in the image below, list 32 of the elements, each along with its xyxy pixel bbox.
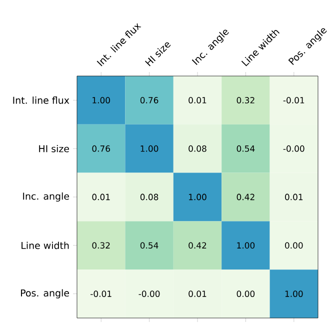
data-label: 0.01 <box>92 194 110 200</box>
y-tick-label: Inc. angle <box>23 192 69 202</box>
data-label: 0.76 <box>92 145 110 152</box>
x-tick-label: HI size <box>144 42 171 66</box>
data-label: 0.42 <box>236 194 254 200</box>
data-label: 0.32 <box>92 242 110 249</box>
data-label: 0.54 <box>140 242 158 249</box>
data-label: 0.32 <box>236 97 254 104</box>
data-label: 0.76 <box>140 97 158 104</box>
data-label: 1.00 <box>285 290 303 298</box>
data-label: -0.00 <box>138 290 160 298</box>
data-label: -0.01 <box>283 97 304 104</box>
data-label: 0.01 <box>188 290 206 298</box>
data-label: 0.08 <box>140 194 158 200</box>
data-label: 1.00 <box>189 194 206 200</box>
data-label: 0.08 <box>188 145 206 152</box>
data-label: 0.42 <box>188 242 206 249</box>
data-label: 0.00 <box>285 242 303 249</box>
x-tick-label: Int. line flux <box>96 23 142 66</box>
data-label: 1.00 <box>92 97 110 104</box>
data-label: 0.00 <box>236 290 255 298</box>
y-tick-label: Int. line flux <box>13 96 70 104</box>
data-label: -0.01 <box>90 290 112 298</box>
data-label: 0.01 <box>188 97 206 104</box>
data-label: 0.54 <box>236 145 255 152</box>
y-tick-label: Line width <box>22 242 69 250</box>
data-label: -0.00 <box>283 145 304 152</box>
data-label: 1.00 <box>237 242 255 249</box>
y-tick-label: Pos. angle <box>21 289 69 298</box>
data-label: 1.00 <box>140 145 158 152</box>
data-label: 0.01 <box>285 194 303 200</box>
y-tick-label: HI size <box>39 144 69 152</box>
